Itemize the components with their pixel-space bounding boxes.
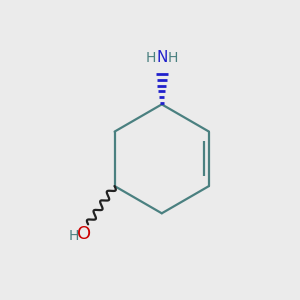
Text: O: O [76,225,91,243]
Text: H: H [146,51,156,65]
Text: H: H [168,51,178,65]
Text: H: H [69,229,80,243]
Text: N: N [156,50,167,65]
